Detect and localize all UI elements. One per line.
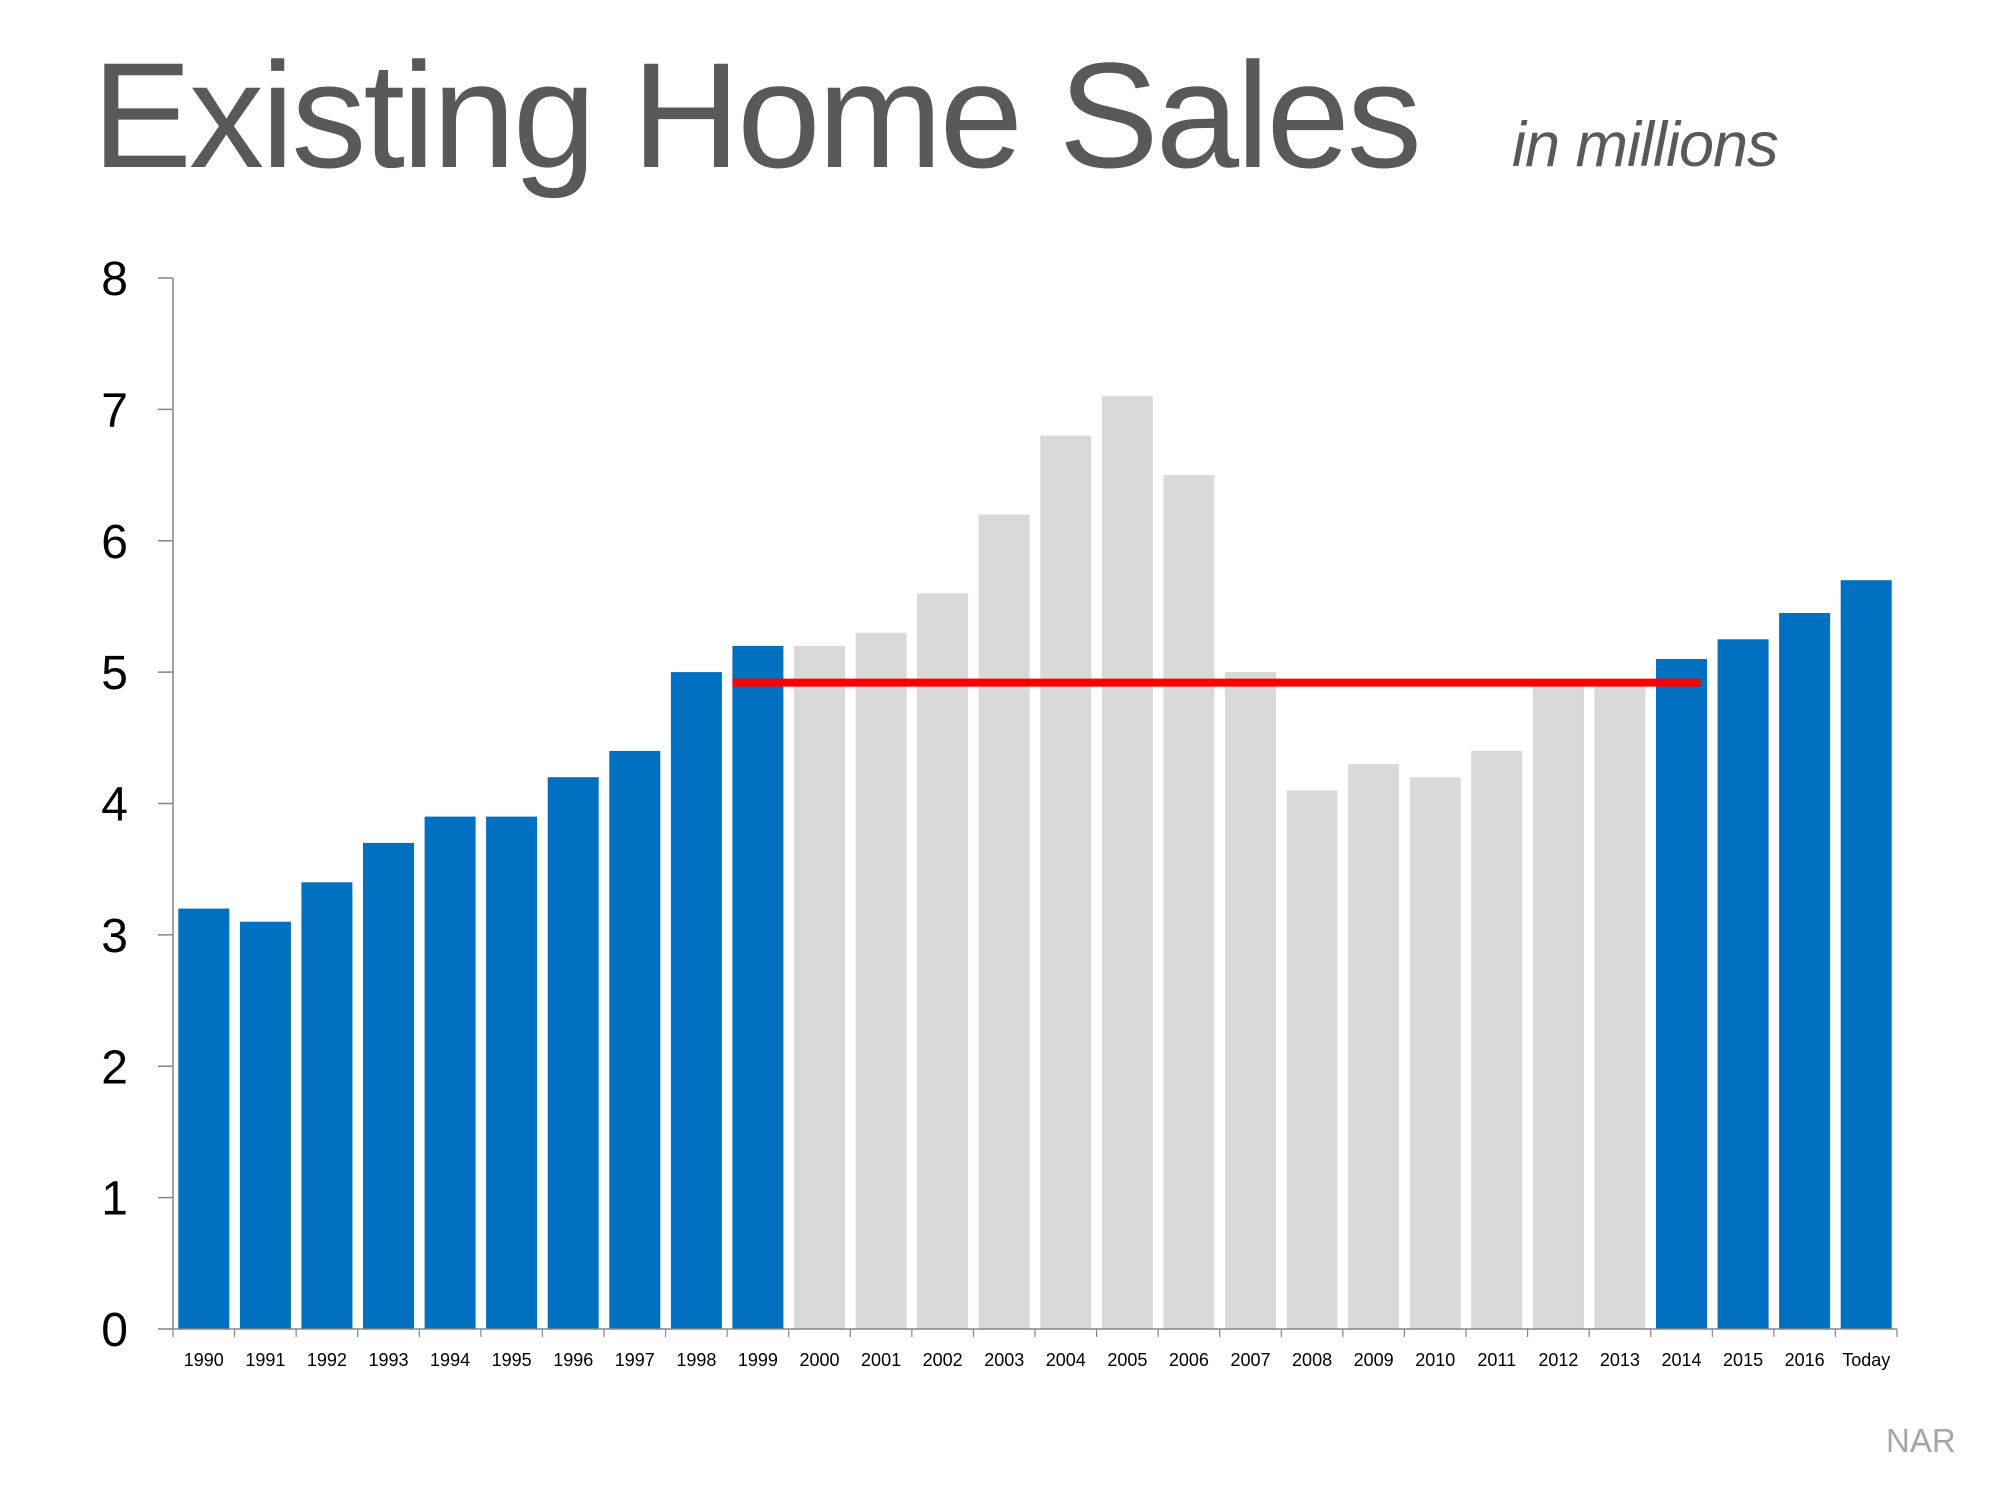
bar-2012 — [1532, 685, 1584, 1329]
bar-2005 — [1101, 396, 1153, 1329]
x-tick-label: 1995 — [492, 1350, 532, 1370]
bar-2006 — [1163, 475, 1215, 1330]
x-tick-label: 2010 — [1415, 1350, 1455, 1370]
y-tick-label: 0 — [101, 1304, 128, 1357]
bar-today — [1840, 580, 1892, 1329]
x-tick-label: 2001 — [861, 1350, 901, 1370]
bar-1999 — [732, 645, 784, 1329]
x-tick-label: 1996 — [553, 1350, 593, 1370]
x-tick-label: 2013 — [1600, 1350, 1640, 1370]
bar-1993 — [363, 842, 414, 1329]
bars — [178, 396, 1892, 1330]
y-tick-label: 4 — [101, 779, 128, 832]
chart-subtitle-units: in millions — [1512, 110, 1779, 180]
x-tick-label: 2000 — [799, 1350, 839, 1370]
bar-2004 — [1040, 435, 1092, 1330]
x-tick-label: 1992 — [307, 1350, 347, 1370]
y-tick-label: 1 — [101, 1173, 128, 1226]
x-tick-label: 1993 — [368, 1350, 408, 1370]
bar-2010 — [1409, 777, 1461, 1329]
bar-1994 — [424, 816, 476, 1329]
bar-2001 — [855, 632, 907, 1329]
bar-1995 — [486, 816, 538, 1329]
chart-title: Existing Home Sales — [92, 31, 1422, 199]
bar-2014 — [1656, 659, 1707, 1329]
y-tick-label: 7 — [101, 384, 128, 437]
bar-2011 — [1471, 750, 1523, 1329]
y-axis: 0 1 2 3 4 5 6 7 8 — [101, 253, 174, 1357]
x-tick-label: 2009 — [1354, 1350, 1394, 1370]
bar-2013 — [1594, 685, 1646, 1329]
x-tick-label: 2005 — [1107, 1350, 1147, 1370]
x-axis: 1990 1991 1992 1993 1994 1995 1996 1997 1998 1999… — [172, 1328, 1898, 1370]
bar-2003 — [978, 514, 1030, 1329]
bar-1992 — [301, 882, 353, 1329]
x-tick-label: 1999 — [738, 1350, 778, 1370]
x-tick-label: 2016 — [1785, 1350, 1825, 1370]
x-tick-label: 2012 — [1538, 1350, 1578, 1370]
bar-2015 — [1717, 639, 1769, 1329]
y-tick-label: 5 — [101, 647, 128, 700]
x-tick-label: 1994 — [430, 1350, 470, 1370]
x-tick-label: 2008 — [1292, 1350, 1332, 1370]
x-tick-label: 1991 — [245, 1350, 285, 1370]
y-tick-label: 8 — [101, 253, 128, 306]
y-tick-label: 6 — [101, 516, 128, 569]
bar-1996 — [547, 777, 599, 1329]
x-tick-label: 2011 — [1477, 1350, 1516, 1370]
bar-1991 — [239, 921, 291, 1329]
x-tick-label: Today — [1842, 1350, 1890, 1370]
x-tick-label: 1990 — [184, 1350, 224, 1370]
y-tick-label: 2 — [101, 1041, 128, 1094]
x-tick-label: 1998 — [676, 1350, 716, 1370]
bar-2009 — [1348, 764, 1400, 1329]
x-tick-label: 2002 — [923, 1350, 963, 1370]
x-tick-label: 1997 — [615, 1350, 655, 1370]
x-tick-label: 2015 — [1723, 1350, 1763, 1370]
x-tick-label: 2004 — [1046, 1350, 1086, 1370]
bar-2000 — [794, 645, 845, 1329]
x-tick-label: 2014 — [1661, 1350, 1701, 1370]
bar-2002 — [917, 593, 969, 1329]
bar-1998 — [670, 672, 722, 1329]
bar-2007 — [1225, 672, 1276, 1329]
x-tick-label: 2003 — [984, 1350, 1024, 1370]
y-tick-label: 3 — [101, 910, 128, 963]
source-label: NAR — [1886, 1422, 1956, 1459]
x-tick-label: 2006 — [1169, 1350, 1209, 1370]
x-tick-label: 2007 — [1230, 1350, 1270, 1370]
bar-2016 — [1779, 613, 1831, 1329]
bar-2008 — [1286, 790, 1338, 1329]
bar-1990 — [178, 908, 230, 1329]
bar-1997 — [609, 750, 661, 1329]
